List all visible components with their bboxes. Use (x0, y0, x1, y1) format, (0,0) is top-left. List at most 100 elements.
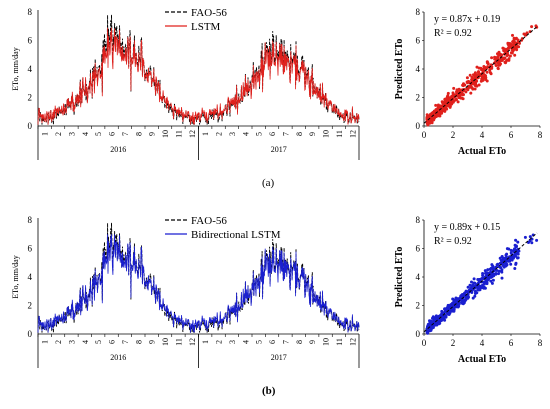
bs-r2: R² = 0.92 (434, 236, 472, 247)
as-point (474, 76, 478, 80)
bts-year-label: 2016 (110, 353, 126, 362)
bs-ytick-label: 6 (416, 244, 421, 254)
as-point (506, 46, 510, 50)
as-xtick-label: 4 (480, 130, 485, 140)
ats-month-label: 11 (335, 130, 344, 138)
as-point (436, 103, 440, 107)
bs-point (500, 259, 504, 263)
bs-point (523, 235, 527, 239)
bs-point (457, 301, 461, 305)
bts-ytick-label: 2 (28, 301, 33, 311)
ats-ytick-label: 8 (28, 7, 33, 17)
as-point (488, 71, 492, 75)
bs-point (509, 262, 513, 266)
ats-month-label: 4 (241, 132, 250, 136)
ats-ytick-label: 4 (28, 64, 33, 74)
ats-month-label: 10 (161, 130, 170, 138)
ats-month-label: 8 (134, 132, 143, 136)
ats-month-label: 6 (108, 132, 117, 136)
as-point (483, 66, 487, 70)
bts-series-bidirectional-lstm (37, 234, 360, 333)
ats-month-label: 11 (174, 130, 183, 138)
as-point (516, 38, 520, 42)
bs-point (459, 294, 463, 298)
as-point (473, 87, 477, 91)
ats-year-label: 2017 (271, 145, 287, 154)
bs-point (507, 247, 511, 251)
as-xtick-label: 8 (538, 130, 543, 140)
bts-year-label: 2017 (271, 353, 287, 362)
ats-legend-label: LSTM (191, 21, 221, 33)
bs-point (474, 285, 478, 289)
as-point (512, 42, 515, 46)
bts-month-label: 8 (295, 340, 304, 344)
as-point (425, 115, 429, 119)
as-point (446, 91, 450, 95)
bs-point (530, 241, 534, 245)
ats-month-label: 7 (281, 132, 290, 136)
as-point (520, 37, 524, 41)
bts-month-label: 1 (41, 340, 50, 344)
caption-b: (b) (262, 385, 276, 397)
bs-point (491, 278, 495, 282)
ats-month-label: 8 (295, 132, 304, 136)
bs-xtick-label: 4 (480, 338, 485, 348)
bs-point (516, 256, 519, 260)
as-point (439, 112, 442, 115)
bs-point (472, 281, 476, 285)
ats-ytick-label: 2 (28, 93, 33, 103)
as-point (479, 73, 483, 77)
as-point (465, 76, 469, 80)
ats-series-lstm (37, 27, 360, 125)
as-ytick-label: 0 (416, 121, 421, 131)
bs-point (509, 248, 513, 252)
as-point (514, 37, 518, 41)
bs-point (464, 295, 468, 299)
bts-legend-label: FAO-56 (191, 215, 227, 227)
bts-ytick-label: 8 (28, 215, 33, 225)
bts-month-label: 5 (94, 340, 103, 344)
bts-month-label: 12 (188, 338, 197, 346)
as-point (474, 79, 478, 83)
bs-point (472, 277, 476, 281)
bts-month-label: 2 (54, 340, 63, 344)
as-point (477, 66, 481, 70)
bts-month-label: 7 (121, 340, 130, 344)
as-point (448, 103, 452, 107)
bts-month-label: 5 (255, 340, 264, 344)
as-point (502, 49, 506, 53)
bts-month-label: 4 (241, 340, 250, 344)
bs-point (483, 269, 487, 273)
bs-point (495, 263, 499, 267)
bs-point (490, 281, 494, 285)
bs-point (505, 255, 508, 259)
as-point (472, 82, 476, 86)
ats-ytick-label: 0 (28, 121, 33, 131)
bs-point (500, 268, 504, 272)
bs-point (443, 318, 447, 322)
bs-point (428, 329, 432, 333)
bts-month-label: 3 (67, 340, 76, 344)
as-point (486, 61, 489, 65)
as-point (502, 56, 506, 60)
bts-month-label: 1 (201, 340, 210, 344)
bs-ytick-label: 2 (416, 301, 421, 311)
bs-point (535, 238, 539, 242)
as-ytick-label: 4 (416, 64, 421, 74)
as-point (485, 70, 489, 74)
as-point (469, 85, 473, 89)
as-ytick-label: 6 (416, 36, 421, 46)
bs-point (483, 286, 487, 290)
ats-month-label: 3 (67, 132, 76, 136)
bs-point (463, 292, 466, 296)
bs-point (489, 279, 493, 283)
as-point (496, 56, 500, 60)
as-point (466, 88, 470, 92)
bs-point (500, 270, 504, 274)
as-r2: R² = 0.92 (434, 28, 472, 39)
bs-point (443, 307, 447, 311)
as-point (515, 44, 519, 48)
bs-xtick-label: 2 (451, 338, 456, 348)
as-point (451, 91, 455, 95)
